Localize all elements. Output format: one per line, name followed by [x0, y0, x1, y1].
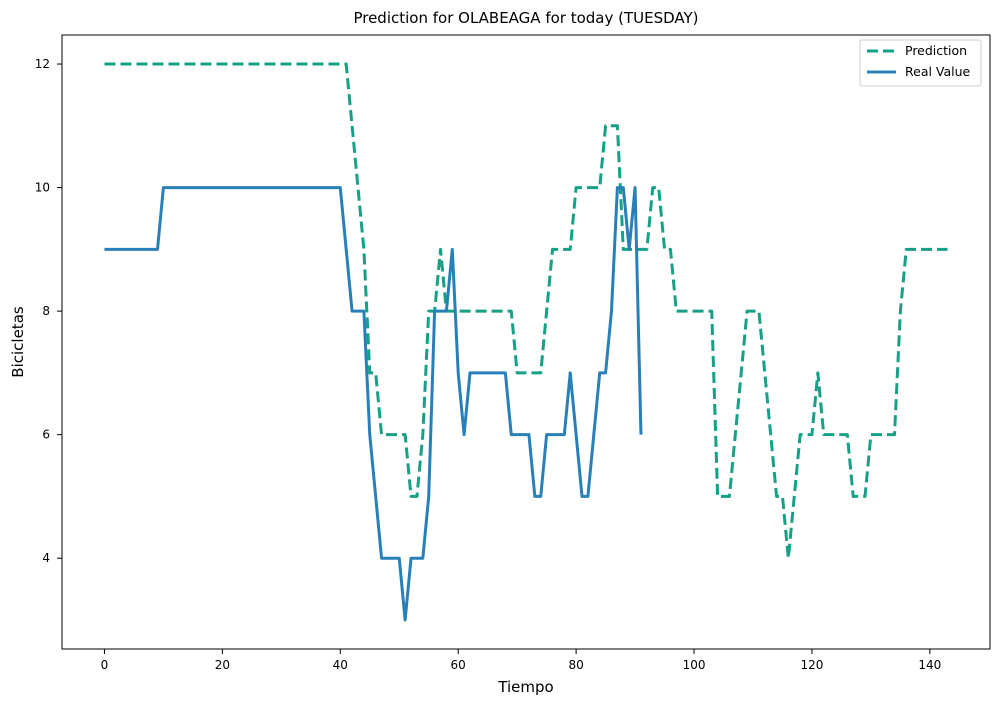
x-tick-label: 100: [683, 658, 706, 672]
series-line-real-value: [104, 186, 643, 622]
y-tick-label: 8: [42, 304, 50, 318]
legend-label-real-value: Real Value: [905, 64, 971, 79]
x-tick-label: 80: [568, 658, 583, 672]
y-tick-label: 4: [42, 551, 50, 565]
x-tick-label: 140: [918, 658, 941, 672]
x-axis-ticks: 0 20 40 60 80 100 120 140: [101, 649, 941, 672]
x-tick-label: 60: [451, 658, 466, 672]
y-tick-label: 10: [35, 181, 50, 195]
plot-area: 0 20 40 60 80 100 120 140 4 6 8 10 12: [35, 34, 991, 672]
y-axis-label: Bicicletas: [9, 306, 27, 378]
plot-frame: [61, 34, 991, 650]
x-tick-label: 120: [800, 658, 823, 672]
x-tick-label: 0: [101, 658, 109, 672]
legend-label-prediction: Prediction: [905, 43, 967, 58]
x-tick-label: 40: [333, 658, 348, 672]
x-axis-label: Tiempo: [497, 678, 553, 696]
chart-title: Prediction for OLABEAGA for today (TUESD…: [353, 9, 698, 27]
legend: Prediction Real Value: [859, 39, 982, 87]
y-tick-label: 12: [35, 57, 50, 71]
series-line-prediction: [104, 62, 948, 560]
series-layer: [104, 62, 948, 622]
y-axis-ticks: 4 6 8 10 12: [35, 57, 62, 565]
x-tick-label: 20: [215, 658, 230, 672]
y-tick-label: 6: [42, 428, 50, 442]
